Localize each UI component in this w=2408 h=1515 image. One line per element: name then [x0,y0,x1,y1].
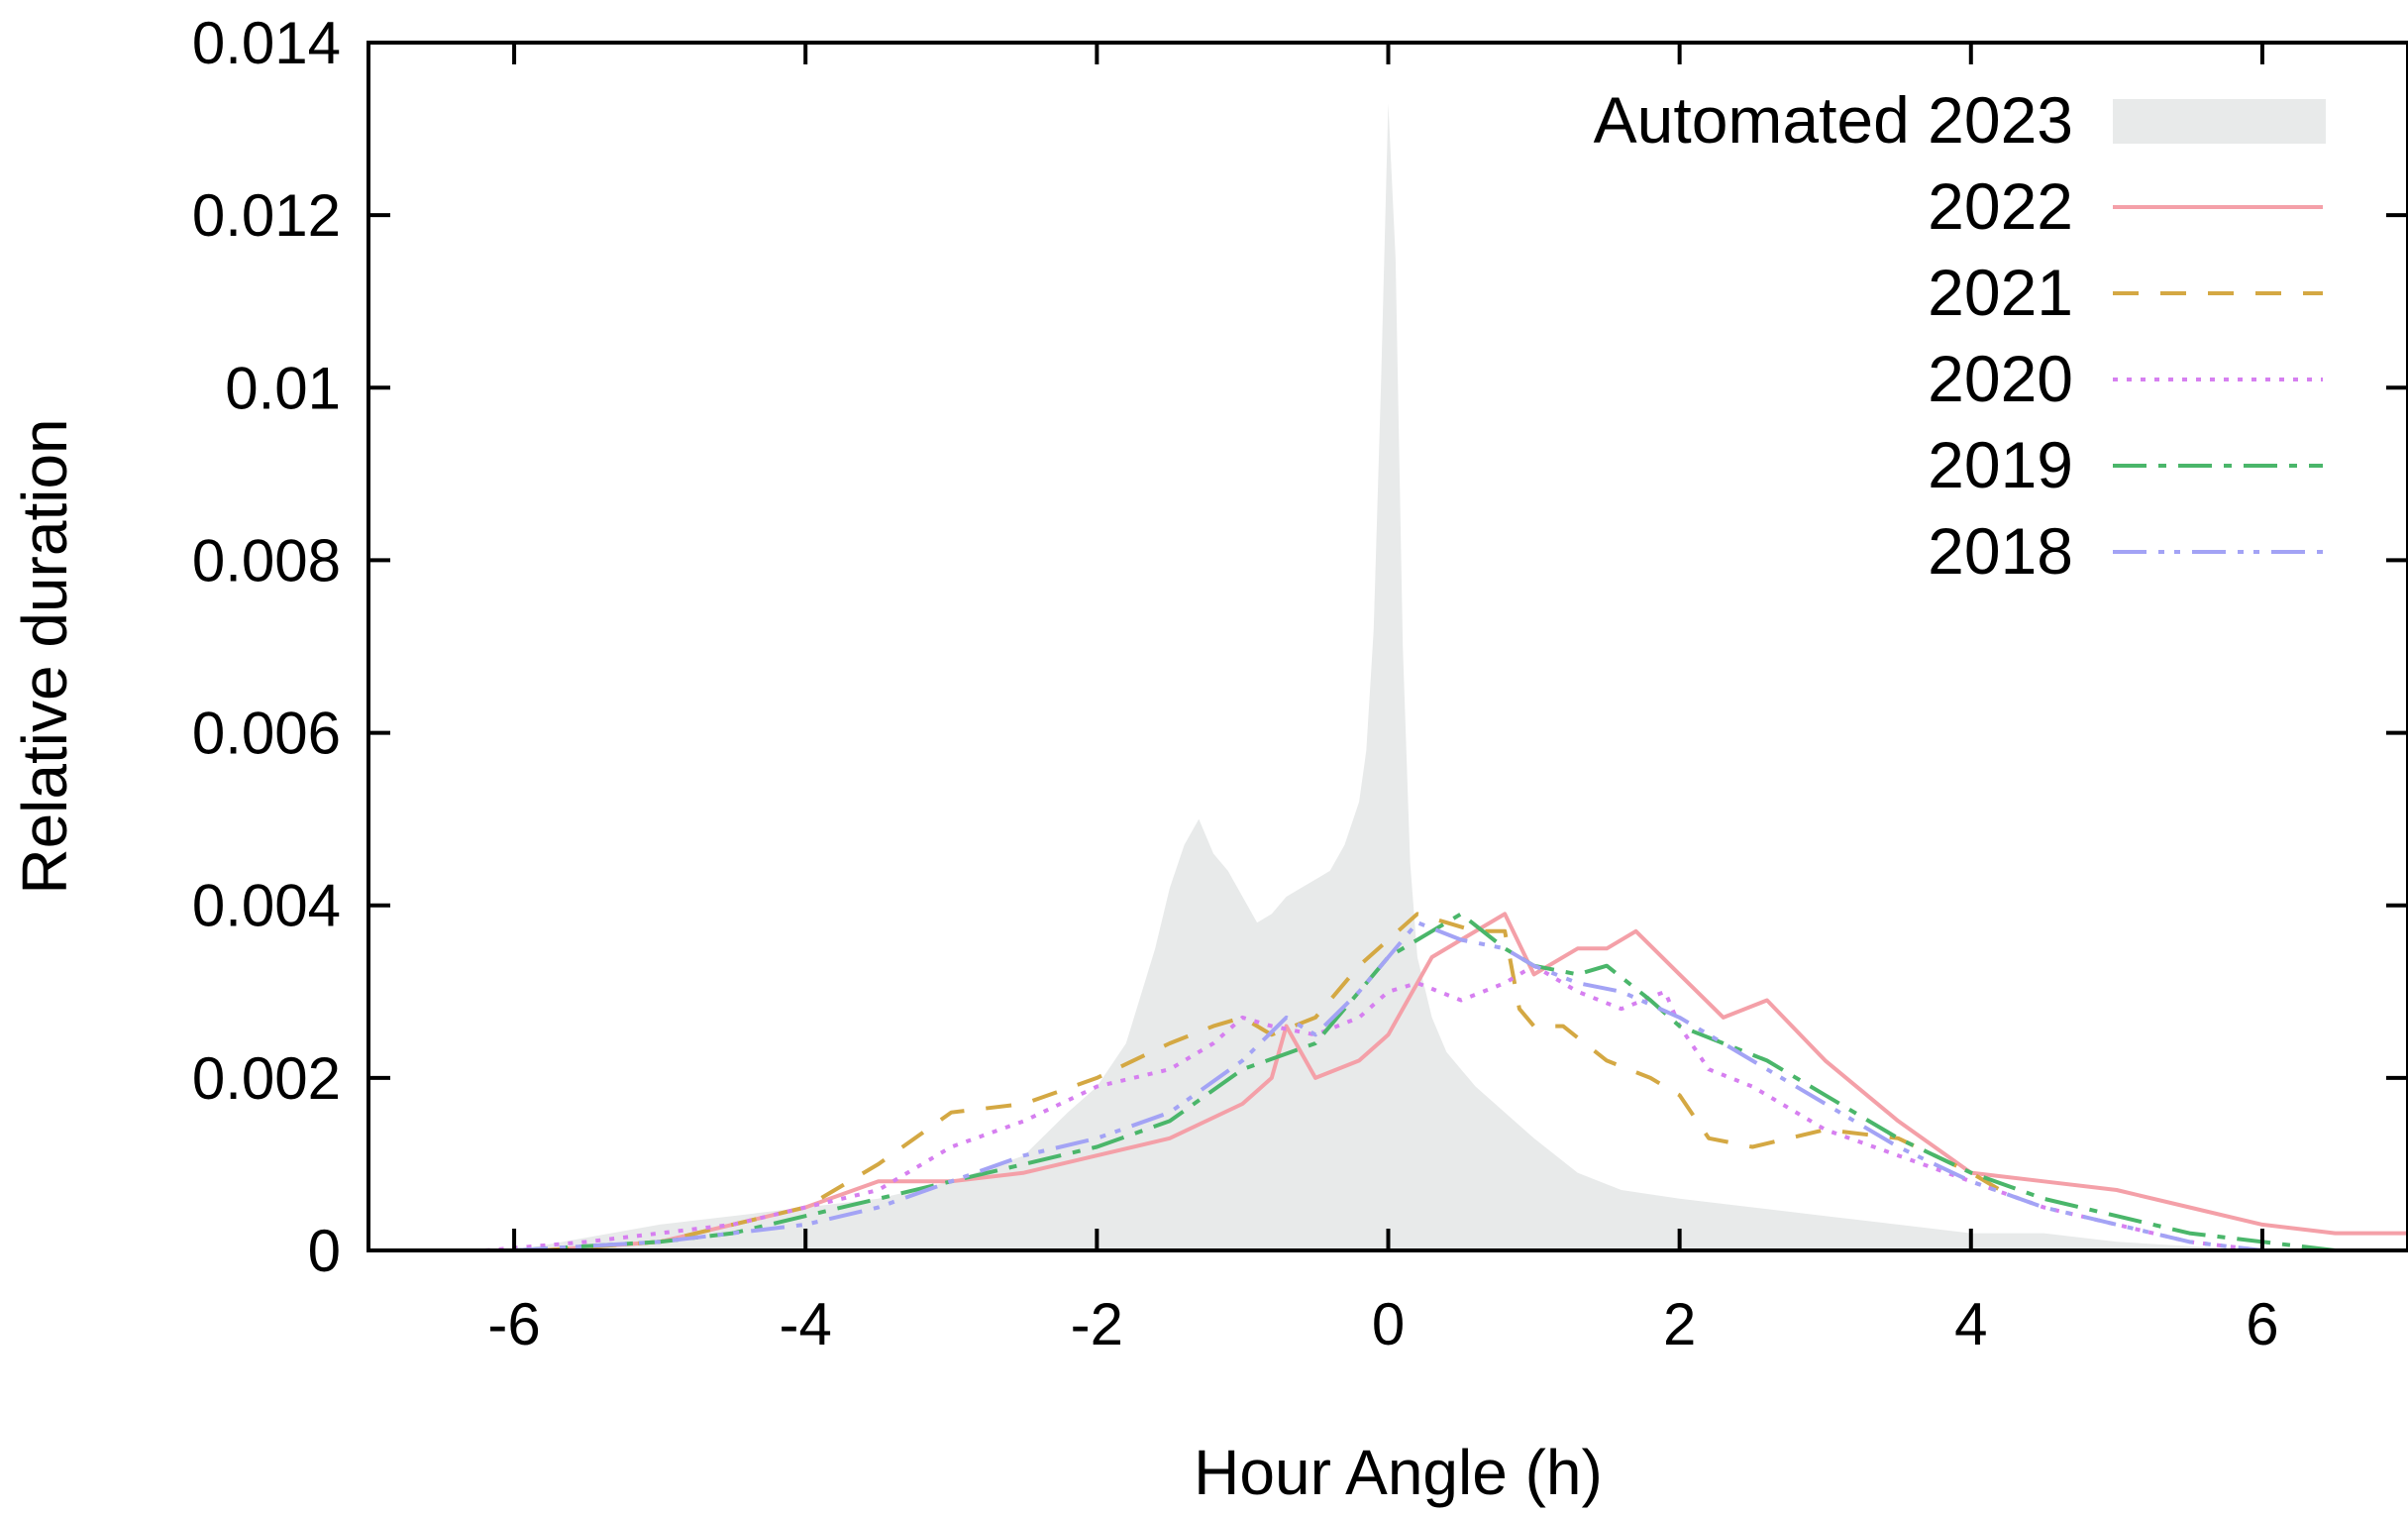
legend-label: Automated 2023 [1594,83,2073,157]
legend-label: 2022 [1928,169,2073,243]
x-tick-label: 2 [1663,1291,1696,1357]
series-line-2022 [543,912,2408,1252]
y-tick-label: 0.006 [192,701,341,767]
legend: Automated 2023 2022 2021 2020 2019 2018 [1594,83,2326,588]
legend-swatch [2113,99,2326,144]
y-tick-label: 0.002 [192,1045,341,1112]
y-tick-label: 0.008 [192,527,341,594]
series-line-2019 [513,912,2408,1252]
legend-label: 2019 [1928,428,2073,501]
y-tick-label: 0.01 [225,355,341,421]
legend-label: 2021 [1928,256,2073,329]
series-line-2020 [484,963,2263,1252]
x-tick-label: -4 [780,1291,832,1357]
x-tick-label: -6 [487,1291,540,1357]
x-tick-label: 0 [1372,1291,1405,1357]
x-tick-label: 6 [2246,1291,2278,1357]
y-tick-label: 0.014 [192,10,341,76]
y-tick-label: 0.012 [192,182,341,249]
series-area-automated-2023 [514,103,2262,1250]
y-tick-label: 0.004 [192,873,341,939]
x-axis-title: Hour Angle (h) [1194,1437,1603,1508]
series-line-2021 [543,912,2002,1252]
y-tick-label: 0 [308,1218,341,1284]
x-tick-label: -2 [1071,1291,1123,1357]
y-axis-title: Relative duration [9,418,80,894]
tick-layer [368,41,2408,1252]
legend-label: 2020 [1928,342,2073,415]
tick-label-layer: -6 -4 -2 0 2 4 6 0 0.002 0.004 0.006 0.008 0.01 0.012… [192,10,2279,1357]
series-line-2018 [513,920,2263,1252]
area-layer [514,103,2262,1250]
line-layer [484,912,2408,1252]
legend-label: 2018 [1928,514,2073,588]
x-tick-label: 4 [1954,1291,1987,1357]
